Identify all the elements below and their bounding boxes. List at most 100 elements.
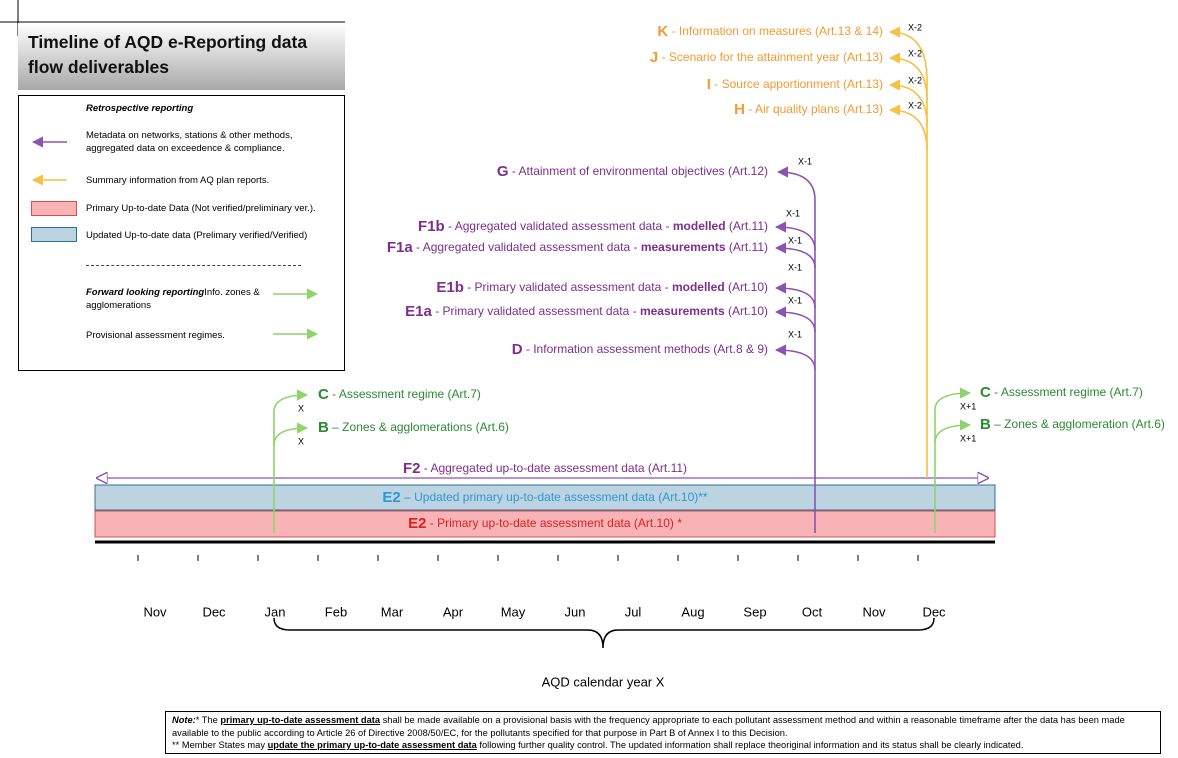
year-tag: X <box>298 403 304 413</box>
bold-text: modelled <box>673 219 726 233</box>
text: - Primary validated assessment data - <box>464 280 672 294</box>
deliverable-label: B – Zones & agglomeration (Art.6) <box>980 416 1165 433</box>
month-label: Mar <box>381 604 404 619</box>
text: (Art.11) <box>726 219 768 233</box>
arrow <box>273 389 309 533</box>
note-line: ** Member States may update the primary … <box>172 739 1154 752</box>
arrow <box>888 26 928 478</box>
month-label: Jul <box>625 604 642 619</box>
month-label: Oct <box>802 604 823 619</box>
deliverable-label: K - Information on measures (Art.13 & 14… <box>657 23 883 40</box>
month-label: Dec <box>922 604 946 619</box>
legend-icon <box>31 201 77 216</box>
legend-icon <box>31 174 67 186</box>
text: - Information on measures (Art.13 & 14) <box>668 24 883 38</box>
code: K <box>657 23 668 40</box>
month-label: Feb <box>325 604 347 619</box>
deliverable-label: E1a - Primary validated assessment data … <box>405 303 768 320</box>
code: E2 <box>408 515 426 532</box>
text: - Attainment of environmental objectives… <box>509 164 768 178</box>
title: Timeline of AQD e-Reporting data flow de… <box>28 32 308 77</box>
note-line: Note:* The primary up-to-date assessment… <box>172 714 1154 739</box>
legend-separator <box>86 265 301 266</box>
title-box <box>18 23 345 90</box>
deliverable-label: B – Zones & agglomerations (Art.6) <box>318 419 509 436</box>
year-tag: X-2 <box>908 75 922 85</box>
text: – Updated primary up-to-date assessment … <box>401 490 708 504</box>
legend-text: Summary information from AQ plan reports… <box>86 175 270 186</box>
year-tag: X <box>298 436 304 446</box>
legend-icon <box>273 328 319 340</box>
code: E1b <box>436 279 464 296</box>
year-label: AQD calendar year X <box>542 674 665 689</box>
f2-label: F2 - Aggregated up-to-date assessment da… <box>403 460 687 477</box>
year-tag: X-1 <box>788 329 802 339</box>
year-tag: X-2 <box>908 48 922 58</box>
arrow <box>934 387 972 533</box>
arrow <box>888 79 928 126</box>
text: (Art.10) <box>725 304 768 318</box>
month-label: Jun <box>565 604 586 619</box>
legend-text: Info. zones & agglomerations <box>86 287 260 311</box>
arrow <box>273 422 309 446</box>
code: F1a <box>387 239 414 256</box>
note-text: * The <box>195 715 221 725</box>
code: B <box>980 416 991 433</box>
text: - Aggregated validated assessment data - <box>445 219 673 233</box>
bold-text: measurements <box>640 304 725 318</box>
text: – Zones & agglomerations (Art.6) <box>329 420 509 434</box>
legend-text: Metadata on networks, stations & other m… <box>86 130 293 154</box>
arrow <box>774 282 816 309</box>
deliverable-label: J - Scenario for the attainment year (Ar… <box>650 49 883 66</box>
year-tag: X-2 <box>908 100 922 110</box>
primary-bar <box>94 510 996 538</box>
legend-heading: Forward looking reporting <box>86 287 205 298</box>
year-tag: X-1 <box>788 235 802 245</box>
arrow <box>774 221 816 251</box>
updated-bar <box>94 484 996 511</box>
title-fo: Timeline of AQD e-Reporting data flow de… <box>28 32 308 77</box>
arrow <box>774 344 816 371</box>
year-tag: X-1 <box>788 295 802 305</box>
legend-text: Updated Up-to-date data (Prelimary verif… <box>86 230 308 241</box>
bold-text: modelled <box>672 280 725 294</box>
month-label: Nov <box>143 604 167 619</box>
note-emphasis: update the primary up-to-date assessment… <box>267 740 477 750</box>
legend: Retrospective reporting Metadata on netw… <box>18 95 345 371</box>
arrow <box>776 166 816 533</box>
note-text: following further quality control. The u… <box>476 740 1024 750</box>
e2-updated-label: E2 – Updated primary up-to-date assessme… <box>382 489 708 506</box>
text: - Source apportionment (Art.13) <box>711 77 883 91</box>
code: F1b <box>418 218 445 235</box>
year-tag: X-1 <box>798 156 812 166</box>
arrow <box>888 104 928 151</box>
code: I <box>707 76 711 93</box>
legend-text: Provisional assessment regimes. <box>86 330 225 341</box>
code: G <box>497 163 509 180</box>
note-label: Note: <box>172 715 196 725</box>
text: - Primary validated assessment data - <box>432 304 640 318</box>
month-label: Nov <box>862 604 886 619</box>
code: F2 <box>403 460 421 477</box>
note-text: shall be made available on a provisional… <box>172 715 1125 738</box>
arrow <box>774 306 816 333</box>
arrow <box>888 52 928 101</box>
e2-primary-label: E2 - Primary up-to-date assessment data … <box>408 515 682 532</box>
deliverable-label: C - Assessment regime (Art.7) <box>980 384 1143 401</box>
deliverable-label: E1b - Primary validated assessment data … <box>436 279 768 296</box>
year-tag: X-2 <box>908 22 922 32</box>
year-tag: X-1 <box>786 208 800 218</box>
text: - Air quality plans (Art.13) <box>745 102 883 116</box>
code: J <box>650 49 658 66</box>
text: (Art.10) <box>725 280 768 294</box>
code: D <box>512 341 523 358</box>
note-emphasis: primary up-to-date assessment data <box>220 715 381 725</box>
legend-text: Primary Up-to-date Data (Not verified/pr… <box>86 203 316 214</box>
month-label: Apr <box>443 604 464 619</box>
code: C <box>318 386 329 403</box>
bold-text: measurements <box>641 240 726 254</box>
code: C <box>980 384 991 401</box>
deliverable-label: D - Information assessment methods (Art.… <box>512 341 768 358</box>
text: - Aggregated up-to-date assessment data … <box>420 461 687 475</box>
